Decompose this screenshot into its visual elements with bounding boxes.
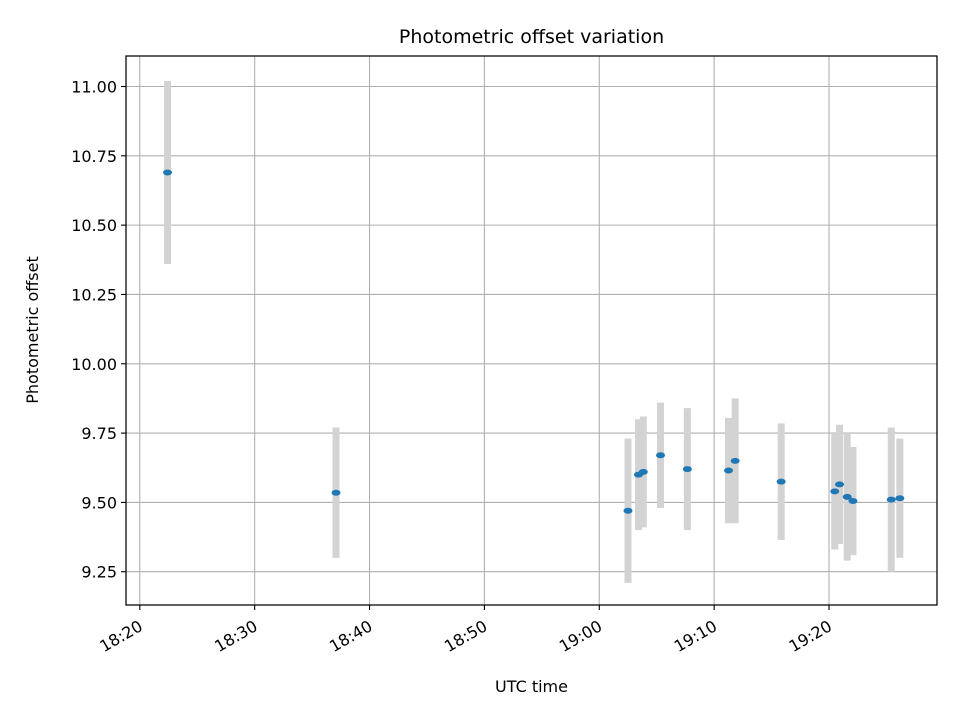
y-tick-label: 11.00 [71, 78, 117, 97]
x-axis-label: UTC time [495, 677, 568, 696]
point-layer [163, 169, 905, 514]
grid-layer [126, 56, 937, 605]
data-point [886, 496, 896, 503]
data-point [730, 457, 740, 464]
y-tick-label: 9.50 [81, 493, 117, 512]
data-point [830, 488, 840, 495]
y-tick-label: 10.75 [71, 147, 117, 166]
data-point [835, 481, 845, 488]
data-point [331, 489, 341, 496]
y-tick-label: 9.25 [81, 563, 117, 582]
y-tick-label: 10.25 [71, 285, 117, 304]
y-axis: 9.25 9.50 9.75 10.00 10.25 10.50 10.75 11.00 [71, 78, 126, 582]
y-tick-label: 10.00 [71, 355, 117, 374]
data-point [163, 169, 173, 176]
y-tick-label: 10.50 [71, 216, 117, 235]
plot-area [126, 56, 937, 605]
data-point [623, 507, 633, 514]
y-tick-label: 9.75 [81, 424, 117, 443]
plot-frame [125, 55, 938, 606]
data-point [638, 468, 648, 475]
data-point [656, 452, 666, 459]
data-point [895, 495, 905, 502]
data-point [682, 466, 692, 473]
data-point [724, 467, 734, 474]
data-point [848, 498, 858, 505]
data-point [842, 493, 852, 500]
y-axis-label: Photometric offset [23, 256, 42, 404]
data-point [776, 478, 786, 485]
chart-title: Photometric offset variation [399, 26, 664, 48]
